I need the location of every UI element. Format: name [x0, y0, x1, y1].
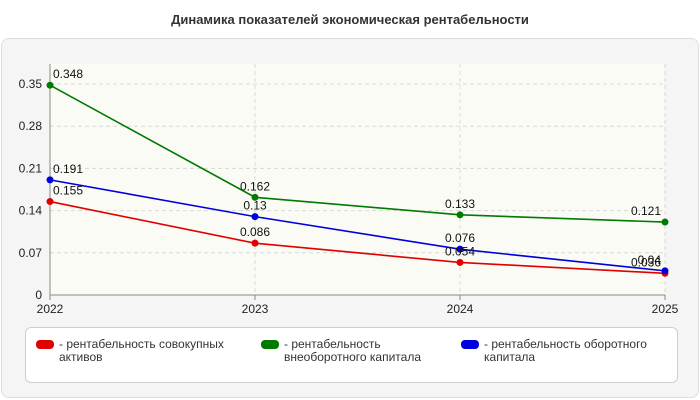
data-label: 0.04: [638, 253, 662, 267]
data-point: [251, 193, 259, 201]
y-tick-label: 0.35: [19, 77, 43, 91]
legend-swatch-green: [261, 340, 279, 349]
axes: 0 0.07 0.14 0.21 0.28 0.35 2022 2023 2024 2025: [19, 64, 679, 316]
legend-item-noncurrent-capital[interactable]: - рентабельность внеоборотного капитала: [261, 338, 454, 364]
legend-label: - рентабельность внеоборотного капитала: [284, 337, 421, 364]
x-tick-label: 2025: [652, 302, 679, 316]
legend-item-total-assets[interactable]: - рентабельность совокупных активов: [36, 338, 249, 364]
data-labels: 0.155 0.086 0.054 0.036 0.348 0.162 0.133 0.121…: [53, 67, 661, 269]
data-label: 0.036: [631, 255, 661, 269]
y-tick-label: 0.14: [19, 204, 43, 218]
data-point: [251, 213, 259, 221]
data-point: [46, 176, 54, 184]
legend: - рентабельность совокупных активов - ре…: [25, 327, 678, 383]
data-point: [661, 218, 669, 226]
legend-swatch-blue: [461, 340, 479, 349]
grid: [50, 64, 666, 295]
legend-swatch-red: [36, 340, 54, 349]
data-label: 0.076: [445, 231, 475, 245]
legend-label: - рентабельность совокупных активов: [59, 337, 224, 364]
data-point: [251, 239, 259, 247]
x-tick-label: 2023: [242, 302, 269, 316]
data-label: 0.086: [240, 225, 270, 239]
x-tick-label: 2022: [37, 302, 64, 316]
y-tick-label: 0.21: [19, 161, 43, 175]
series-line-2: [49, 179, 666, 272]
plot-background: [50, 64, 665, 295]
data-point: [456, 245, 464, 253]
data-label: 0.348: [53, 67, 83, 81]
data-point: [456, 258, 464, 266]
y-tick-label: 0: [35, 288, 42, 302]
x-tick-label: 2024: [447, 302, 474, 316]
series-line-1: [49, 84, 666, 223]
data-label: 0.133: [445, 197, 475, 211]
data-point: [46, 81, 54, 89]
legend-label: - рентабельность оборотного капитала: [484, 337, 647, 364]
series-line-0: [49, 200, 666, 275]
data-label: 0.191: [53, 162, 83, 176]
y-tick-label: 0.07: [19, 246, 43, 260]
data-point: [456, 211, 464, 219]
data-label: 0.121: [631, 204, 661, 218]
data-label: 0.13: [243, 199, 267, 213]
data-label: 0.162: [240, 179, 270, 193]
legend-item-current-capital[interactable]: - рентабельность оборотного капитала: [461, 338, 674, 364]
chart-title: Динамика показателей экономическая рента…: [171, 12, 529, 27]
data-point: [46, 198, 54, 206]
data-point: [661, 267, 669, 275]
y-tick-label: 0.28: [19, 119, 43, 133]
series-lines: [46, 81, 669, 277]
data-label: 0.155: [53, 184, 83, 198]
data-label: 0.054: [445, 244, 475, 258]
